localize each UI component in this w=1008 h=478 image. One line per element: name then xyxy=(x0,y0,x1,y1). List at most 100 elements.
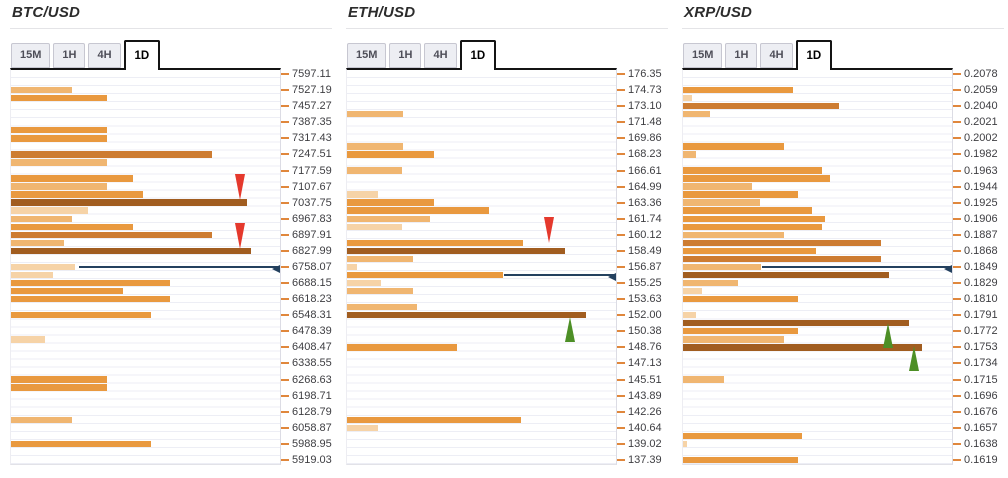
price-label: 6827.99 xyxy=(292,244,332,257)
confluence-bar xyxy=(683,191,798,198)
confluence-bar xyxy=(11,239,65,247)
chart-wrap: 176.35 174.73 173.10 171.48 169.86 168.23 166.… xyxy=(346,68,668,466)
price-label: 158.49 xyxy=(628,244,662,257)
price-label: 147.13 xyxy=(628,357,662,370)
price-label: 142.26 xyxy=(628,405,662,418)
tab-15m[interactable]: 15M xyxy=(347,43,387,68)
chart-wrap: 0.2078 0.2059 0.2040 0.2021 0.2002 0.1982 0.19… xyxy=(682,68,1004,466)
price-label: 6268.63 xyxy=(292,373,332,386)
axis-tick xyxy=(281,201,289,204)
price-label: 6198.71 xyxy=(292,389,332,402)
price-label: 137.39 xyxy=(628,453,662,466)
tab-4h[interactable]: 4H xyxy=(88,43,121,68)
confluence-bar xyxy=(11,231,212,238)
price-label: 7597.11 xyxy=(292,68,331,81)
pair-title: XRP/USD xyxy=(684,4,753,21)
axis-tick xyxy=(617,185,625,188)
price-axis: 176.35 174.73 173.10 171.48 169.86 168.23 166.… xyxy=(617,68,668,466)
price-label: 152.00 xyxy=(628,309,662,322)
price-axis: 7597.11 7527.19 7457.27 7387.35 7317.43 7247.… xyxy=(281,68,332,466)
axis-tick xyxy=(953,378,961,381)
resistance-down-arrow-icon xyxy=(543,217,554,244)
confluence-bar xyxy=(683,207,812,214)
confluence-bar xyxy=(347,303,417,311)
current-price-line xyxy=(78,265,281,273)
confluence-bar xyxy=(11,416,73,423)
price-label: 155.25 xyxy=(628,277,662,290)
price-label: 169.86 xyxy=(628,132,662,145)
axis-tick xyxy=(953,266,961,268)
confluence-bar xyxy=(683,102,840,110)
price-label: 164.99 xyxy=(628,180,662,193)
axis-tick xyxy=(281,394,289,397)
axis-tick xyxy=(953,185,961,188)
title-divider xyxy=(682,28,1004,29)
timeframe-tabs: 15M 1H 4H 1D xyxy=(10,40,332,70)
axis-tick xyxy=(953,362,961,365)
confluence-chart xyxy=(682,68,953,465)
tab-4h[interactable]: 4H xyxy=(424,43,457,68)
confluence-bar xyxy=(11,215,73,222)
tab-1h[interactable]: 1H xyxy=(53,43,86,68)
confluence-bar xyxy=(11,384,108,391)
price-label: 0.2040 xyxy=(964,100,998,113)
axis-tick xyxy=(953,282,961,285)
tab-1h[interactable]: 1H xyxy=(389,43,422,68)
tab-1h[interactable]: 1H xyxy=(725,43,758,68)
chart-wrap: 7597.11 7527.19 7457.27 7387.35 7317.43 7247.… xyxy=(10,68,332,466)
pair-title: ETH/USD xyxy=(348,4,416,21)
price-label: 176.35 xyxy=(628,68,662,81)
price-label: 0.1734 xyxy=(964,357,998,370)
tab-4h[interactable]: 4H xyxy=(760,43,793,68)
confluence-bar xyxy=(11,263,76,271)
confluence-bar xyxy=(683,151,696,158)
axis-tick xyxy=(953,73,961,76)
price-label: 6548.31 xyxy=(292,309,332,322)
tab-1d[interactable]: 1D xyxy=(795,40,833,70)
price-label: 6758.07 xyxy=(292,261,332,273)
confluence-bar xyxy=(683,295,798,303)
current-price-line xyxy=(503,273,617,282)
confluence-bar xyxy=(683,376,724,383)
confluence-bar xyxy=(11,247,251,255)
price-label: 6688.15 xyxy=(292,277,332,290)
confluence-bar xyxy=(347,167,402,174)
tab-15m[interactable]: 15M xyxy=(11,43,51,68)
confluence-bar xyxy=(11,279,170,287)
price-label: 5988.95 xyxy=(292,437,332,450)
tab-1d[interactable]: 1D xyxy=(459,40,497,70)
axis-tick xyxy=(281,233,289,236)
axis-tick xyxy=(617,330,625,333)
axis-tick xyxy=(617,442,625,445)
axis-tick xyxy=(281,362,289,365)
tab-15m[interactable]: 15M xyxy=(683,43,723,68)
confluence-bar xyxy=(683,432,803,440)
confluence-bar xyxy=(347,287,413,295)
confluence-bar xyxy=(347,424,378,431)
axis-tick xyxy=(281,346,289,349)
current-price-line xyxy=(761,265,953,273)
support-up-arrow-icon xyxy=(908,345,919,371)
confluence-bar xyxy=(683,263,761,271)
confluence-bar xyxy=(683,167,822,174)
price-label: 163.36 xyxy=(628,196,662,209)
confluence-bar xyxy=(683,94,692,102)
confluence-bar xyxy=(347,143,403,150)
axis-tick xyxy=(617,89,625,92)
price-label: 0.2078 xyxy=(964,68,998,81)
confluence-bar xyxy=(683,320,910,327)
confluence-bar xyxy=(683,279,739,287)
title-divider xyxy=(10,28,332,29)
axis-tick xyxy=(281,105,289,108)
axis-tick xyxy=(617,266,625,268)
price-label: 6478.39 xyxy=(292,325,332,338)
tab-1d[interactable]: 1D xyxy=(123,40,161,70)
price-label: 156.87 xyxy=(628,261,662,273)
price-label: 0.1715 xyxy=(964,373,998,386)
axis-tick xyxy=(617,410,625,413)
price-label: 0.1982 xyxy=(964,148,998,161)
confluence-bar xyxy=(683,440,688,448)
axis-tick xyxy=(617,105,625,108)
btc-usd-panel: BTC/USD 15M 1H 4H 1D 7597.11 7527.19 7457.27 7… xyxy=(10,4,332,466)
axis-tick xyxy=(953,298,961,301)
